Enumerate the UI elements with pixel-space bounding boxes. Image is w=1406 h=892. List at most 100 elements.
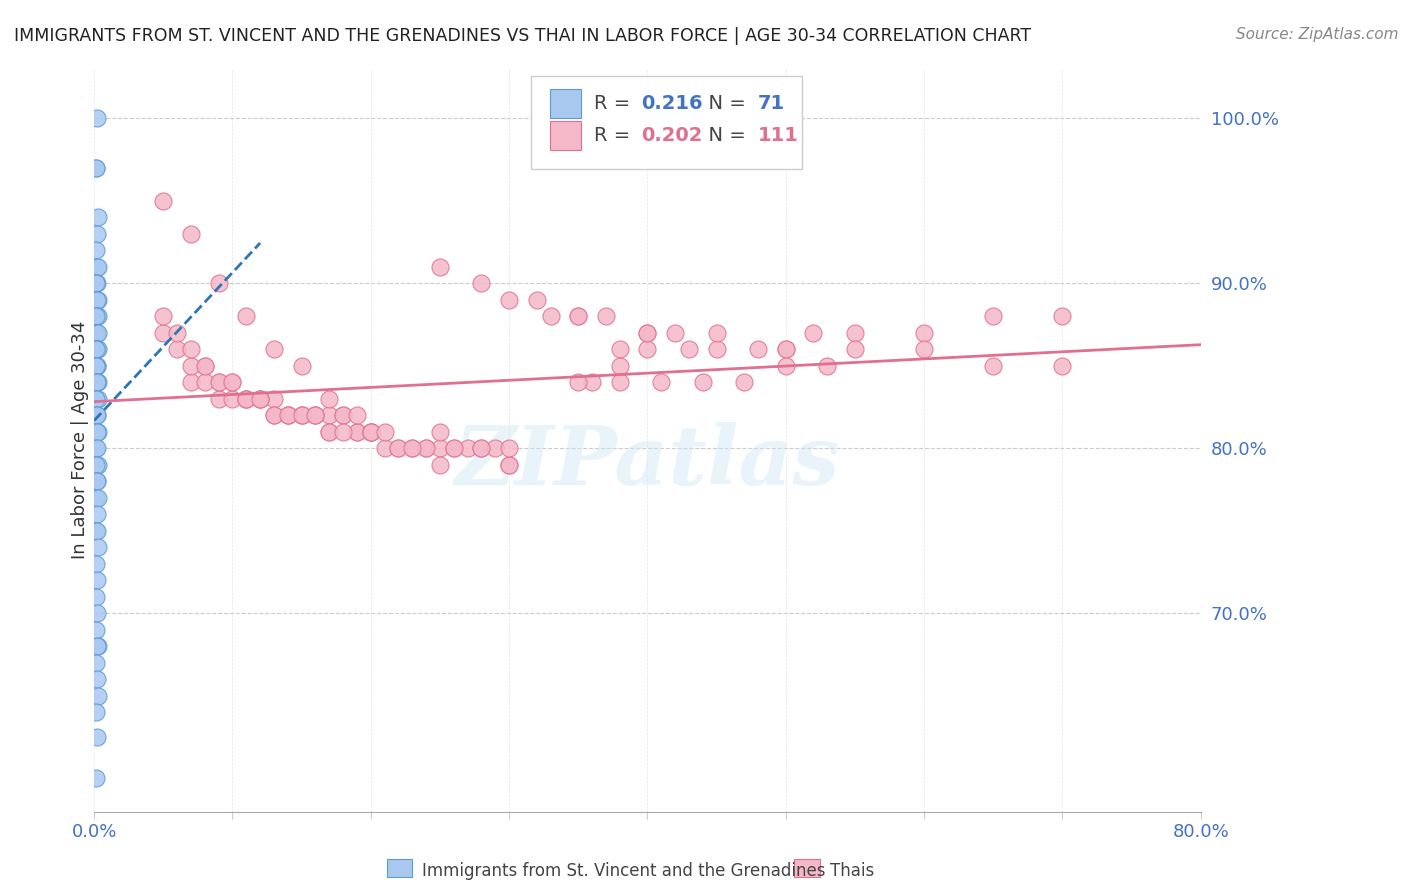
Point	[360, 425, 382, 439]
Point	[86, 425, 108, 439]
Point	[415, 442, 437, 456]
Point	[180, 359, 202, 373]
Point	[180, 376, 202, 390]
Point	[567, 376, 589, 390]
Point	[207, 392, 229, 406]
Point	[86, 640, 108, 654]
Point	[844, 342, 866, 356]
Point	[443, 442, 465, 456]
Point	[664, 326, 686, 340]
Point	[87, 640, 110, 654]
Point	[291, 409, 314, 423]
Point	[84, 309, 107, 323]
Point	[87, 293, 110, 307]
Point	[498, 442, 520, 456]
Point	[332, 425, 354, 439]
Text: R =: R =	[595, 94, 637, 113]
Text: Thais: Thais	[830, 862, 873, 880]
Point	[498, 458, 520, 472]
Point	[374, 425, 396, 439]
Point	[263, 409, 285, 423]
Point	[429, 425, 451, 439]
Point	[415, 442, 437, 456]
Point	[86, 524, 108, 538]
Point	[595, 309, 617, 323]
Text: R =: R =	[595, 126, 637, 145]
Point	[540, 309, 562, 323]
Point	[86, 376, 108, 390]
Point	[86, 673, 108, 687]
Point	[706, 342, 728, 356]
Point	[235, 309, 257, 323]
Point	[194, 359, 217, 373]
Point	[526, 293, 548, 307]
Bar	[794, 859, 820, 877]
Point	[84, 326, 107, 340]
Point	[277, 409, 299, 423]
Point	[84, 309, 107, 323]
Point	[332, 409, 354, 423]
Point	[912, 326, 935, 340]
Point	[86, 111, 108, 125]
Point	[775, 359, 797, 373]
Point	[291, 359, 314, 373]
Point	[304, 409, 326, 423]
Point	[387, 442, 409, 456]
Point	[86, 293, 108, 307]
Point	[249, 392, 271, 406]
Point	[152, 326, 174, 340]
Point	[194, 359, 217, 373]
Point	[87, 458, 110, 472]
Point	[86, 475, 108, 489]
Point	[84, 656, 107, 670]
Point	[291, 409, 314, 423]
Point	[346, 425, 368, 439]
Point	[609, 359, 631, 373]
Point	[263, 392, 285, 406]
Point	[84, 772, 107, 786]
Point	[360, 425, 382, 439]
Point	[207, 276, 229, 290]
Point	[86, 475, 108, 489]
Point	[609, 376, 631, 390]
Point	[207, 376, 229, 390]
Text: ZIPatlas: ZIPatlas	[454, 422, 841, 502]
Point	[84, 376, 107, 390]
Text: Source: ZipAtlas.com: Source: ZipAtlas.com	[1236, 27, 1399, 42]
Point	[86, 326, 108, 340]
Point	[86, 409, 108, 423]
Point	[84, 475, 107, 489]
Point	[304, 409, 326, 423]
Point	[86, 607, 108, 621]
Point	[360, 425, 382, 439]
Point	[844, 326, 866, 340]
Point	[84, 706, 107, 720]
Point	[567, 309, 589, 323]
Text: 71: 71	[758, 94, 786, 113]
Point	[166, 326, 188, 340]
Text: 0.202: 0.202	[641, 126, 702, 145]
Point	[457, 442, 479, 456]
Text: Immigrants from St. Vincent and the Grenadines: Immigrants from St. Vincent and the Gren…	[422, 862, 825, 880]
Point	[84, 590, 107, 604]
Point	[84, 359, 107, 373]
Point	[221, 376, 243, 390]
Point	[235, 392, 257, 406]
FancyBboxPatch shape	[550, 121, 581, 150]
Point	[87, 376, 110, 390]
Point	[912, 342, 935, 356]
Point	[401, 442, 423, 456]
Point	[815, 359, 838, 373]
Point	[498, 458, 520, 472]
Point	[277, 409, 299, 423]
Point	[803, 326, 825, 340]
Point	[346, 425, 368, 439]
Point	[84, 342, 107, 356]
Point	[249, 392, 271, 406]
Point	[637, 326, 659, 340]
Point	[277, 409, 299, 423]
Point	[84, 458, 107, 472]
Point	[346, 409, 368, 423]
Point	[86, 574, 108, 588]
Point	[567, 309, 589, 323]
